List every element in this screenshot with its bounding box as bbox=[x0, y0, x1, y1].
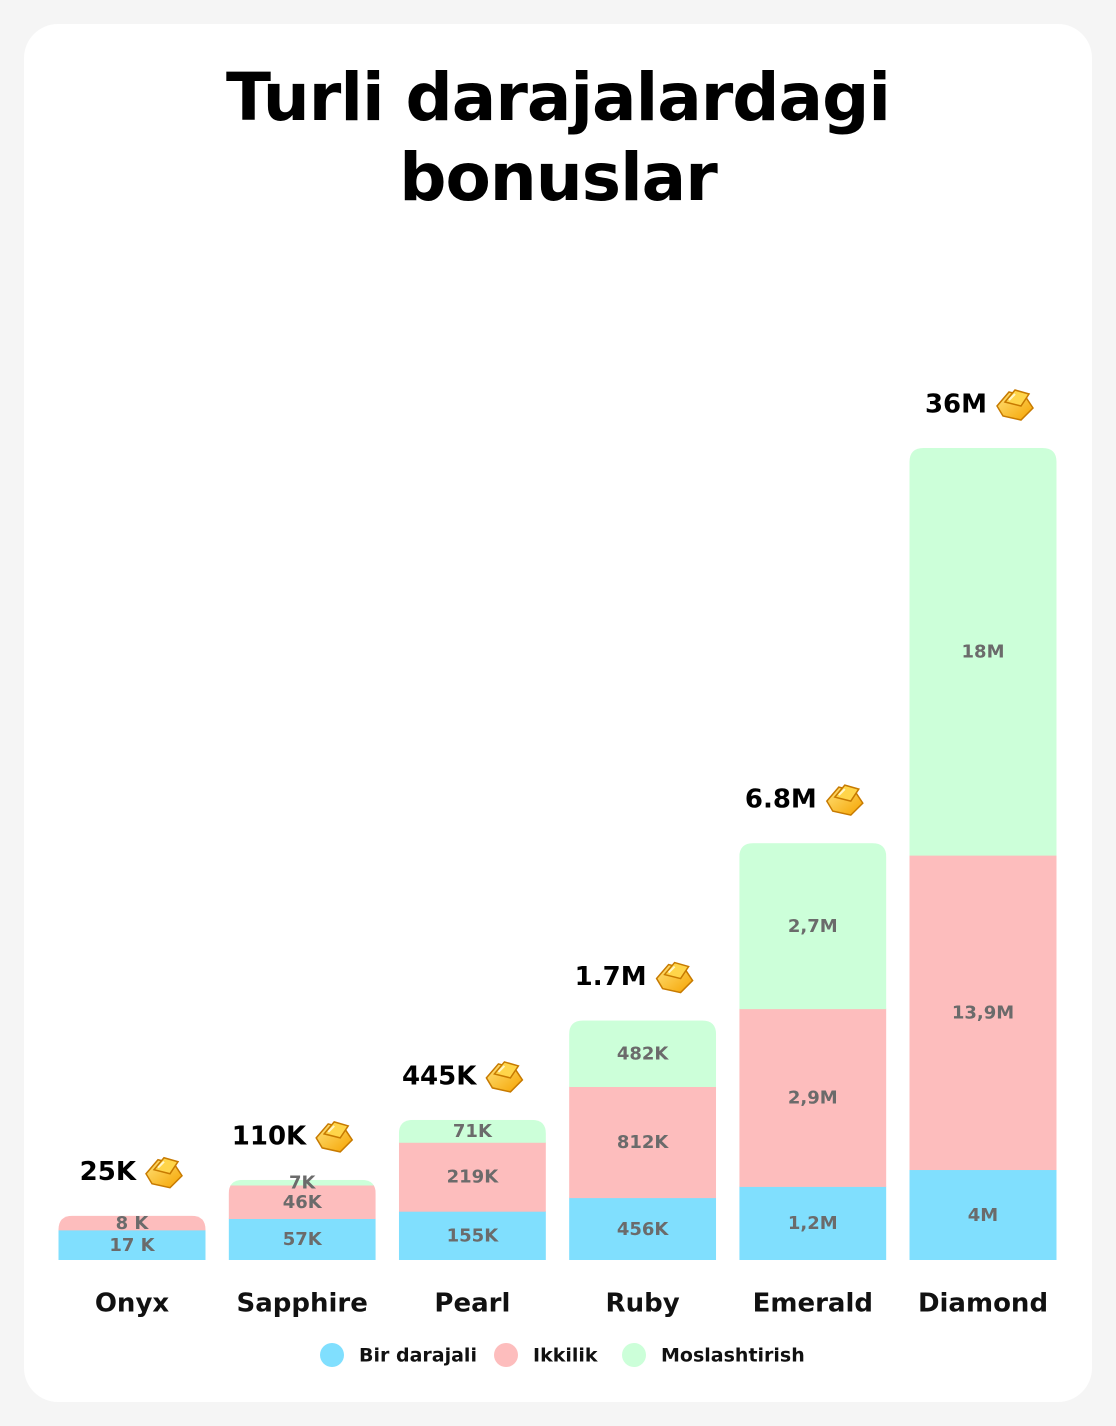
legend-label: Ikkilik bbox=[533, 1345, 598, 1367]
total-label: 6.8M bbox=[745, 785, 817, 815]
segment-label: 18M bbox=[962, 642, 1005, 663]
bar-segment bbox=[569, 1020, 717, 1088]
gold-icon bbox=[825, 784, 864, 816]
segment-label: 2,9M bbox=[788, 1088, 838, 1109]
segment-label: 1,2M bbox=[788, 1213, 838, 1234]
ingot bbox=[833, 784, 860, 802]
ingot bbox=[1003, 389, 1031, 407]
ingot-shine bbox=[497, 1065, 506, 1073]
bar-segment bbox=[58, 1229, 206, 1260]
bar bbox=[909, 448, 1057, 1260]
ingot-shine bbox=[838, 788, 846, 796]
total-label: 25K bbox=[80, 1157, 137, 1187]
legend-dot bbox=[320, 1343, 344, 1367]
x-tick-label: Pearl bbox=[434, 1289, 510, 1319]
x-tick-label: Sapphire bbox=[237, 1289, 368, 1319]
segment-label: 17 K bbox=[109, 1235, 155, 1256]
bar bbox=[398, 1119, 546, 1260]
ingot-shine bbox=[667, 965, 676, 974]
total-label: 445K bbox=[402, 1061, 477, 1091]
legend-dot bbox=[494, 1343, 518, 1367]
bar-segment bbox=[739, 1008, 887, 1187]
ingot bbox=[152, 1156, 180, 1175]
bar bbox=[58, 1215, 206, 1260]
bar-segment bbox=[228, 1185, 376, 1219]
bar-segment bbox=[58, 1215, 206, 1231]
segment-label: 4M bbox=[968, 1205, 998, 1226]
segment-label: 7K bbox=[289, 1172, 317, 1193]
legend-label: Bir darajali bbox=[359, 1345, 477, 1367]
ingot-shine bbox=[157, 1161, 165, 1169]
segment-label: 13,9M bbox=[952, 1002, 1014, 1023]
total-label: 110K bbox=[232, 1121, 307, 1151]
segment-label: 456K bbox=[617, 1219, 670, 1240]
bar-segment bbox=[569, 1086, 717, 1199]
bar-segment bbox=[398, 1211, 546, 1260]
ingot bbox=[322, 1121, 350, 1139]
segment-label: 57K bbox=[283, 1229, 323, 1250]
legend-dot bbox=[622, 1343, 646, 1367]
gold-icon bbox=[485, 1061, 524, 1093]
x-tick-label: Onyx bbox=[95, 1289, 170, 1319]
segment-label: 155K bbox=[447, 1226, 500, 1247]
total-label: 36M bbox=[925, 390, 987, 420]
segment-label: 812K bbox=[617, 1132, 670, 1153]
x-tick-label: Ruby bbox=[606, 1289, 680, 1319]
x-tick-label: Emerald bbox=[753, 1289, 873, 1319]
segment-label: 46K bbox=[283, 1192, 323, 1213]
bar-segment bbox=[398, 1142, 546, 1212]
x-tick-label: Diamond bbox=[918, 1289, 1048, 1319]
segment-label: 2,7M bbox=[788, 916, 838, 937]
bar-segment bbox=[909, 1169, 1057, 1260]
gold-icon bbox=[996, 389, 1034, 421]
bar-segment bbox=[228, 1179, 376, 1186]
segment-label: 8 K bbox=[116, 1213, 150, 1234]
gold-icon bbox=[315, 1121, 354, 1153]
segment-label: 219K bbox=[447, 1167, 500, 1188]
total-label: 1.7M bbox=[575, 962, 647, 992]
ingot bbox=[493, 1061, 520, 1079]
ingot-shine bbox=[1008, 393, 1016, 401]
bar bbox=[228, 1179, 376, 1260]
bar-segment bbox=[569, 1197, 717, 1260]
bar-segment bbox=[739, 843, 887, 1010]
bar-segment bbox=[398, 1119, 546, 1143]
segment-label: 482K bbox=[617, 1044, 670, 1065]
chart-title: Turli darajalardagi bonuslar bbox=[226, 59, 891, 216]
gold-icon bbox=[145, 1156, 183, 1189]
bar-segment bbox=[909, 855, 1057, 1171]
bar bbox=[739, 843, 887, 1260]
ingot bbox=[663, 961, 690, 980]
bar-segment bbox=[739, 1186, 887, 1260]
gold-icon bbox=[655, 961, 694, 994]
bar bbox=[569, 1020, 717, 1260]
ingot-shine bbox=[327, 1125, 335, 1133]
segment-label: 71K bbox=[453, 1121, 493, 1142]
bar-segment bbox=[228, 1218, 376, 1260]
legend-label: Moslashtirish bbox=[661, 1345, 805, 1367]
bar-segment bbox=[909, 448, 1057, 856]
